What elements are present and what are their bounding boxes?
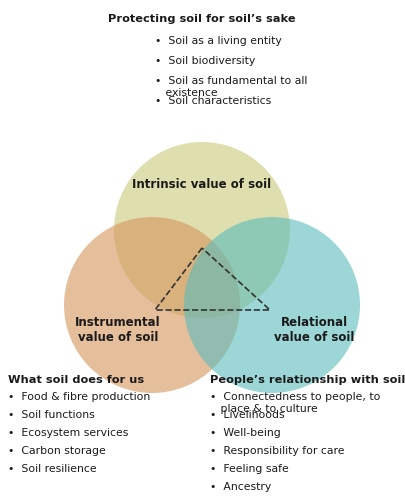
- Text: •  Responsibility for care: • Responsibility for care: [210, 446, 345, 456]
- Circle shape: [114, 142, 290, 318]
- Text: Relational
value of soil: Relational value of soil: [274, 316, 354, 344]
- Text: •  Soil as fundamental to all
   existence: • Soil as fundamental to all existence: [155, 76, 307, 98]
- Text: •  Soil as a living entity: • Soil as a living entity: [155, 36, 282, 46]
- Text: Intrinsic value of soil: Intrinsic value of soil: [132, 179, 272, 191]
- Text: Instrumental
value of soil: Instrumental value of soil: [75, 316, 161, 344]
- Text: People’s relationship with soil: People’s relationship with soil: [210, 375, 405, 385]
- Text: •  Well-being: • Well-being: [210, 428, 281, 438]
- Circle shape: [184, 217, 360, 393]
- Text: •  Soil functions: • Soil functions: [8, 410, 95, 420]
- Text: •  Livelihoods: • Livelihoods: [210, 410, 285, 420]
- Text: •  Food & fibre production: • Food & fibre production: [8, 392, 150, 402]
- Text: Protecting soil for soil’s sake: Protecting soil for soil’s sake: [108, 14, 296, 24]
- Circle shape: [64, 217, 240, 393]
- Text: •  Soil characteristics: • Soil characteristics: [155, 96, 271, 106]
- Text: •  Carbon storage: • Carbon storage: [8, 446, 106, 456]
- Text: •  Ancestry: • Ancestry: [210, 482, 271, 492]
- Text: •  Connectedness to people, to
   place & to culture: • Connectedness to people, to place & to…: [210, 392, 380, 414]
- Text: What soil does for us: What soil does for us: [8, 375, 144, 385]
- Text: •  Soil biodiversity: • Soil biodiversity: [155, 56, 255, 66]
- Text: •  Ecosystem services: • Ecosystem services: [8, 428, 128, 438]
- Text: •  Soil resilience: • Soil resilience: [8, 464, 97, 474]
- Text: •  Feeling safe: • Feeling safe: [210, 464, 289, 474]
